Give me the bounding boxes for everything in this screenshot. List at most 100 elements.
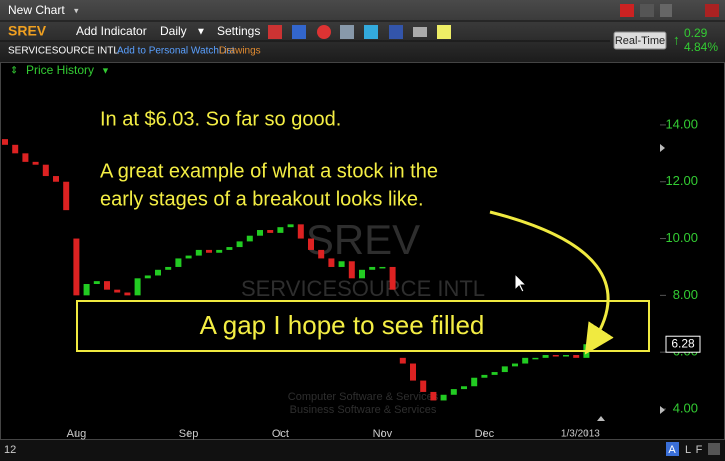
scroll-marker [660,144,665,152]
resize-button[interactable] [708,443,720,455]
candle-body [185,255,192,259]
candle-body [165,266,172,270]
candle-body [236,241,243,248]
close-button[interactable] [705,4,719,17]
drawings-link[interactable]: Drawings [219,46,261,57]
icon[interactable] [660,4,672,17]
candle-body [348,261,355,279]
x-tick-label: 1/3/2013 [561,429,600,440]
candle-body [155,269,161,276]
candle-body [430,391,437,401]
tool-icons [268,25,451,39]
annotation: A gap I hope to see filled [200,310,485,340]
icon[interactable] [292,25,306,39]
real-time[interactable]: Real-Time [615,35,665,47]
panel-icon: ⇕ [10,66,18,77]
icon[interactable] [389,25,403,39]
y-tick-label: 8.00 [673,287,698,302]
icon[interactable] [340,25,354,39]
candle-body [226,247,233,250]
candle-body [216,249,223,253]
icon[interactable] [640,4,654,17]
watermark-industry: Business Software & Services [290,404,437,416]
icon[interactable] [317,25,331,39]
icon[interactable] [413,27,427,37]
candle-body [83,283,90,296]
dropdown-arrow[interactable]: ▼ [101,65,110,75]
candle-body [369,266,376,270]
x-tick-label: Dec [475,428,495,440]
candle-body [552,355,559,357]
button[interactable] [666,442,679,456]
candle-body [93,281,100,284]
interval[interactable]: Daily [160,24,187,38]
gap-box [76,300,650,352]
x-tick-label: Nov [373,428,393,440]
candle-body [338,261,345,267]
change: 0.29 [684,26,708,40]
button-label[interactable]: F [696,444,703,456]
candle-body [573,355,580,358]
x-tick-label: Oct [272,428,289,440]
button-label[interactable]: A [668,444,676,456]
button-label[interactable]: L [685,444,691,456]
real-time-button[interactable] [613,31,667,50]
candle-body [318,249,325,259]
settings[interactable]: Settings [217,24,260,38]
cursor [514,272,528,293]
y-tick-label: 14.00 [665,116,698,131]
candle-body [277,227,284,233]
toolbar [0,0,725,62]
x-tick-label: Sep [179,428,199,440]
change-pct: 4.84% [684,40,718,54]
candle-body [63,181,70,211]
watermark-company: SERVICESOURCE INTL [241,276,485,301]
candle-body [114,289,121,293]
candle-body [491,372,498,375]
candle-body [501,366,508,373]
candle-body [481,374,488,378]
last-price-box [665,335,701,353]
candle-body [420,380,427,392]
candle-body [532,357,539,360]
footer-left: 12 [4,444,16,456]
candle-body [206,249,212,253]
candle-body [399,357,406,364]
candle-body [450,389,457,395]
candle-body [124,292,131,296]
candle-body [328,258,335,267]
y-tick-label: 12.00 [665,173,698,188]
candle-body [522,357,529,364]
dropdown-arrow[interactable]: ▼ [196,27,206,38]
chart-name[interactable]: New Chart [8,3,65,17]
candle-body [267,230,274,233]
icon[interactable] [268,25,282,39]
symbol[interactable]: SREV [8,23,47,39]
candle-body [257,230,263,236]
candle-body [12,144,19,154]
company: SERVICESOURCE INTL [8,46,119,57]
candle-body [389,266,396,290]
dropdown-arrow[interactable]: ▾ [74,5,79,15]
candle-body [195,249,202,256]
footer [0,440,725,461]
scroll-marker [597,416,605,421]
last-price: 6.28 [671,336,695,350]
add-indicator[interactable]: Add Indicator [76,24,147,38]
y-tick-label: 4.00 [673,400,698,415]
icon[interactable] [437,25,451,39]
watchlist-link[interactable]: Add to Personal WatchList [117,46,235,57]
icon[interactable] [620,4,634,17]
icon[interactable] [364,25,378,39]
x-tick-label: Aug [67,428,87,440]
candle-body [410,363,416,381]
chart-panel [0,62,725,440]
panel-title[interactable]: Price History [26,63,94,77]
candle-body [440,394,447,401]
candle-body [563,355,569,357]
candle-body [2,139,8,145]
up-arrow: ↑ [673,32,680,48]
annotation: early stages of a breakout looks like. [100,188,424,210]
candle-body [512,363,518,367]
